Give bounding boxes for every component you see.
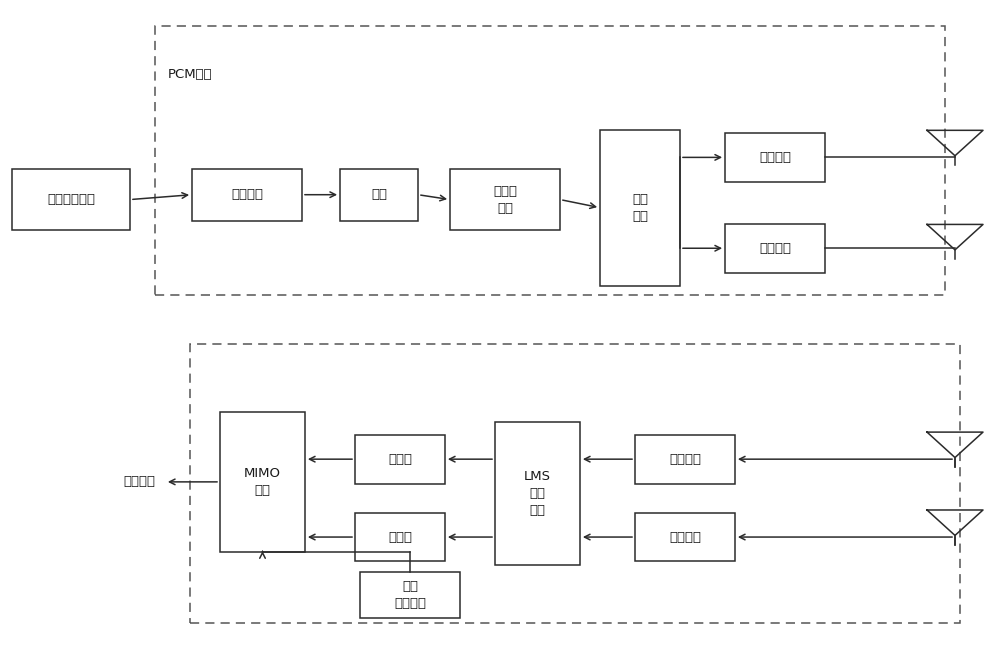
Text: 数据输出: 数据输出	[123, 475, 155, 488]
Text: LMS
时域
均衡: LMS 时域 均衡	[524, 470, 551, 517]
Text: 预滤波
处理: 预滤波 处理	[493, 184, 517, 215]
Bar	[340, 169, 418, 221]
Text: PCM码流: PCM码流	[168, 68, 213, 81]
Text: 鉴频器: 鉴频器	[388, 452, 412, 466]
Bar	[495, 422, 580, 565]
Text: 带通滤波: 带通滤波	[669, 452, 701, 466]
Text: 插值: 插值	[371, 188, 387, 201]
Text: 系统参数设置: 系统参数设置	[47, 193, 95, 206]
Bar	[355, 513, 445, 561]
Text: 带通滤波: 带通滤波	[669, 530, 701, 544]
Bar	[355, 435, 445, 484]
Text: 鉴频器: 鉴频器	[388, 530, 412, 544]
Bar	[192, 169, 302, 221]
Text: 理想
信道估计: 理想 信道估计	[394, 580, 426, 610]
Bar	[220, 412, 305, 552]
Bar	[450, 169, 560, 230]
Bar	[360, 572, 460, 618]
Bar	[635, 513, 735, 561]
Bar	[190, 344, 960, 623]
Bar	[725, 133, 825, 182]
Text: 串并
变换: 串并 变换	[632, 193, 648, 223]
Text: 码型变换: 码型变换	[231, 188, 263, 201]
Bar	[12, 169, 130, 230]
Text: MIMO
检测: MIMO 检测	[244, 467, 281, 497]
Bar	[635, 435, 735, 484]
Bar	[725, 224, 825, 273]
Bar	[600, 130, 680, 286]
Text: 频率调制: 频率调制	[759, 151, 791, 164]
Text: 频率调制: 频率调制	[759, 241, 791, 255]
Bar	[155, 26, 945, 295]
